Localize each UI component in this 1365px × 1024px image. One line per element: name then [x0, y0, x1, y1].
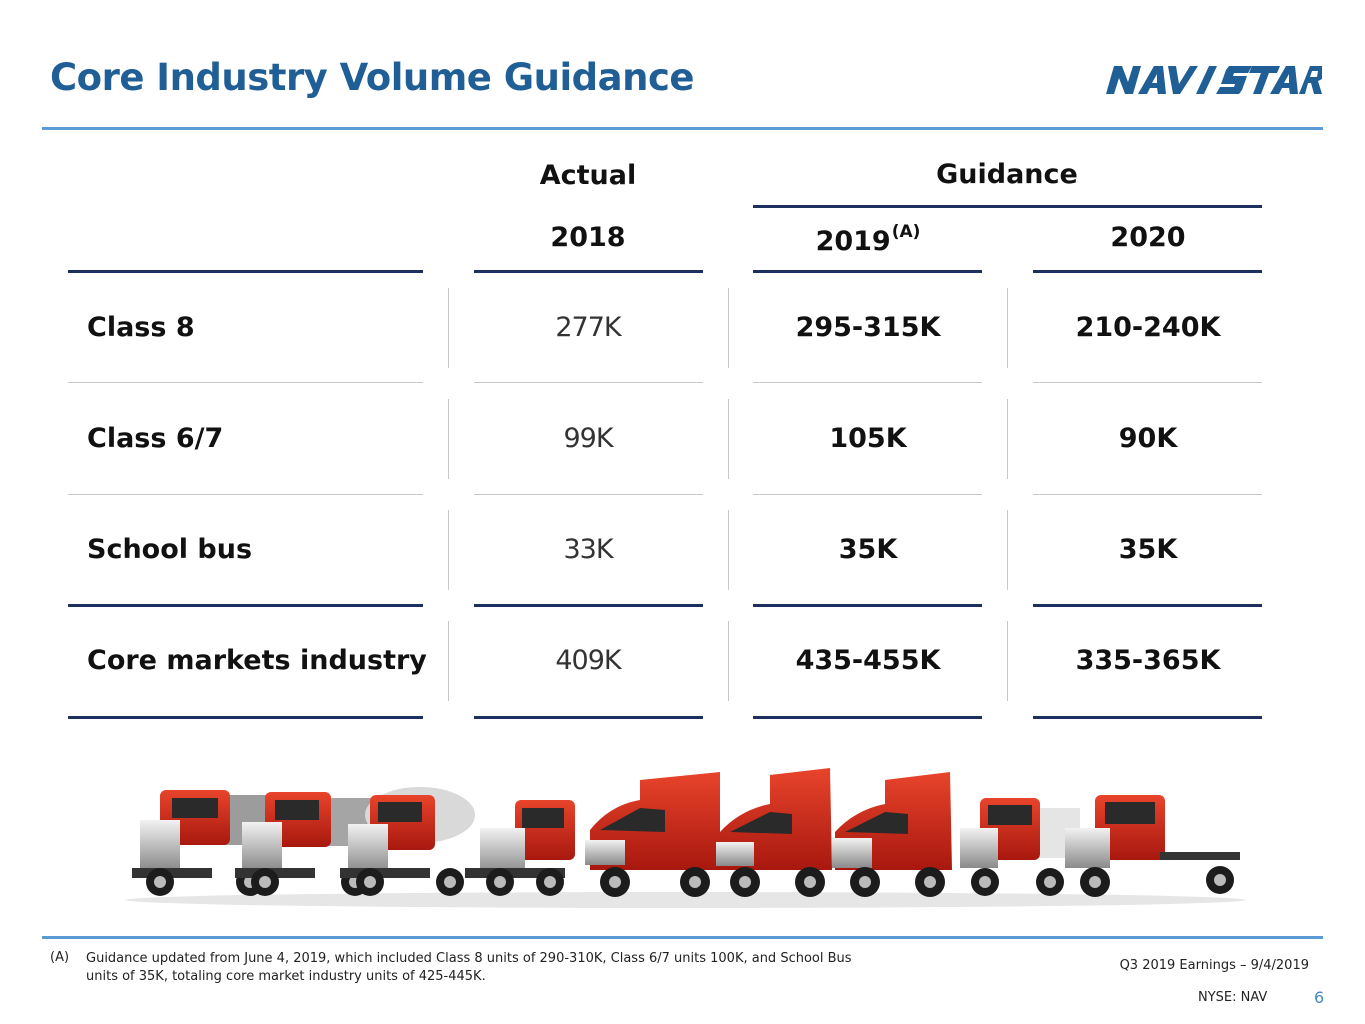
- footnote-marker: (A): [50, 950, 70, 965]
- col-separator: [728, 399, 729, 479]
- row-label-class-6-7: Class 6/7: [87, 423, 224, 454]
- cell-guidance-2019: 35K: [838, 534, 898, 565]
- truck-3: [340, 787, 475, 896]
- year-2020: 2020: [1110, 222, 1186, 253]
- total-rule: [68, 604, 423, 607]
- table-bottom-rule: [474, 716, 703, 719]
- col-separator: [448, 399, 449, 479]
- header-rule-label: [68, 270, 423, 273]
- row-divider: [1033, 494, 1262, 495]
- truck-5: [585, 772, 720, 897]
- year-2018: 2018: [550, 222, 626, 253]
- cell-actual-2018: 99K: [563, 423, 613, 454]
- col-separator: [448, 621, 449, 701]
- cell-guidance-2020: 90K: [1118, 423, 1178, 454]
- truck-4: [465, 800, 575, 896]
- cell-actual-2018: 409K: [555, 645, 621, 676]
- row-divider: [753, 382, 982, 383]
- cell-actual-2018: 277K: [555, 312, 621, 343]
- row-divider: [68, 494, 423, 495]
- truck-lineup-image: [125, 768, 1245, 908]
- col-separator: [728, 288, 729, 368]
- col-separator: [1007, 621, 1008, 701]
- navistar-logo: [1106, 66, 1322, 94]
- cell-guidance-2020: 210-240K: [1075, 312, 1221, 343]
- truck-9: [1065, 795, 1240, 897]
- table-bottom-rule: [68, 716, 423, 719]
- guidance-header: Guidance: [936, 159, 1078, 190]
- header-rule-2018: [474, 270, 703, 273]
- col-separator: [728, 510, 729, 590]
- footnote-ref: (A): [891, 222, 921, 242]
- cell-guidance-2019: 295-315K: [795, 312, 941, 343]
- header-rule: [42, 127, 1323, 130]
- truck-8: [960, 798, 1080, 896]
- table-bottom-rule: [1033, 716, 1262, 719]
- col-separator: [448, 288, 449, 368]
- truck-7: [832, 772, 952, 897]
- row-label-core-markets: Core markets industry: [87, 645, 427, 676]
- row-divider: [474, 382, 703, 383]
- col-separator: [448, 510, 449, 590]
- footnote-text: Guidance updated from June 4, 2019, whic…: [86, 951, 852, 984]
- row-divider: [1033, 382, 1262, 383]
- page-number: 6: [1314, 988, 1325, 1007]
- cell-guidance-2020: 35K: [1118, 534, 1178, 565]
- cell-actual-2018: 33K: [563, 534, 613, 565]
- event-label: Q3 2019 Earnings – 9/4/2019: [1119, 958, 1309, 973]
- total-rule: [474, 604, 703, 607]
- year-2019-label: 2019: [815, 226, 891, 257]
- header-rule-2020: [1033, 270, 1262, 273]
- row-divider: [474, 494, 703, 495]
- col-separator: [1007, 510, 1008, 590]
- slide-title: Core Industry Volume Guidance: [50, 56, 694, 99]
- cell-guidance-2019: 435-455K: [795, 645, 941, 676]
- header-rule-2019: [753, 270, 982, 273]
- ticker-label: NYSE: NAV: [1198, 990, 1268, 1005]
- total-rule: [1033, 604, 1262, 607]
- row-label-school-bus: School bus: [87, 534, 253, 565]
- row-divider: [753, 494, 982, 495]
- col-separator: [728, 621, 729, 701]
- guidance-underline: [753, 205, 1262, 208]
- col-separator: [1007, 288, 1008, 368]
- table-bottom-rule: [753, 716, 982, 719]
- cell-guidance-2020: 335-365K: [1075, 645, 1221, 676]
- footer-rule: [42, 936, 1323, 939]
- truck-6: [716, 768, 832, 897]
- col-separator: [1007, 399, 1008, 479]
- year-2019: 2019(A): [753, 222, 983, 257]
- row-divider: [68, 382, 423, 383]
- cell-guidance-2019: 105K: [829, 423, 907, 454]
- total-rule: [753, 604, 982, 607]
- row-label-class-8: Class 8: [87, 312, 195, 343]
- actual-header: Actual: [539, 160, 637, 191]
